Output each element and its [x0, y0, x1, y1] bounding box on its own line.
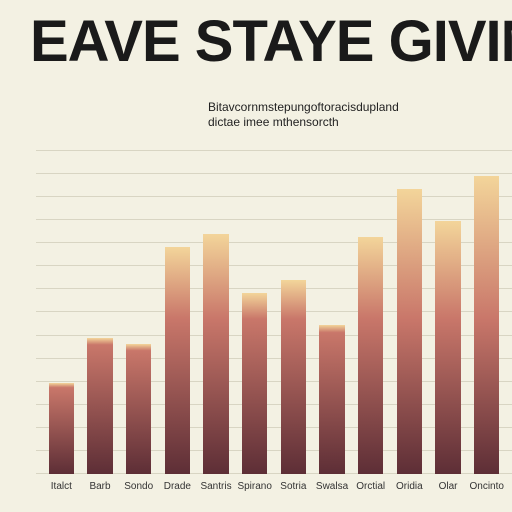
bar: [319, 325, 345, 474]
bar-slot: [42, 150, 81, 474]
x-axis-label: Spirano: [237, 481, 271, 492]
bar-slot: [429, 150, 468, 474]
x-label-slot: Orctial: [351, 476, 390, 494]
x-label-slot: Italct: [42, 476, 81, 494]
bar: [281, 280, 307, 474]
bars-group: [36, 150, 512, 474]
x-axis-label: Santris: [200, 481, 231, 492]
x-label-slot: Oncinto: [467, 476, 506, 494]
x-label-slot: Drade: [158, 476, 197, 494]
bar: [242, 293, 268, 474]
bar: [165, 247, 191, 474]
bar-slot: [197, 150, 236, 474]
x-axis-label: Oncinto: [469, 481, 503, 492]
bar: [126, 344, 152, 474]
x-label-slot: Oridia: [390, 476, 429, 494]
chart-title: EAVE STAYE GIVING: [30, 8, 512, 75]
subtitle-line-1: Bitavcornmstepungoftoracisdupland: [208, 100, 399, 115]
x-label-slot: Barb: [81, 476, 120, 494]
bar: [49, 383, 75, 474]
subtitle-line-2: dictae imee mthensorcth: [208, 115, 399, 130]
x-axis: Italct Barb Sondo Drade Santris Spirano Sotria…: [36, 476, 512, 494]
bar-slot: [351, 150, 390, 474]
bar-slot: [119, 150, 158, 474]
bar: [358, 237, 384, 474]
x-axis-label: Drade: [164, 481, 191, 492]
bar: [435, 221, 461, 474]
bar: [397, 189, 423, 474]
x-label-slot: Sondo: [119, 476, 158, 494]
x-axis-label: Orctial: [356, 481, 385, 492]
bar: [474, 176, 500, 474]
x-label-slot: Spirano: [235, 476, 274, 494]
bar: [203, 234, 229, 474]
bar-chart: EAVE STAYE GIVING Bitavcornmstepungoftor…: [0, 0, 512, 512]
x-axis-label: Barb: [89, 481, 110, 492]
x-axis-label: Sondo: [124, 481, 153, 492]
plot-area: [36, 150, 512, 474]
bar-slot: [235, 150, 274, 474]
bar-slot: [390, 150, 429, 474]
x-label-slot: Swalsa: [313, 476, 352, 494]
x-label-slot: Sotria: [274, 476, 313, 494]
bar-slot: [467, 150, 506, 474]
x-axis-label: Oridia: [396, 481, 423, 492]
chart-subtitle: Bitavcornmstepungoftoracisdupland dictae…: [208, 100, 399, 130]
bar-slot: [313, 150, 352, 474]
bar-slot: [274, 150, 313, 474]
x-label-slot: Santris: [197, 476, 236, 494]
x-label-slot: Olar: [429, 476, 468, 494]
x-axis-label: Swalsa: [316, 481, 348, 492]
x-axis-label: Italct: [51, 481, 72, 492]
bar-slot: [158, 150, 197, 474]
bar-slot: [81, 150, 120, 474]
x-axis-label: Olar: [439, 481, 458, 492]
x-axis-label: Sotria: [280, 481, 306, 492]
bar: [87, 338, 113, 474]
